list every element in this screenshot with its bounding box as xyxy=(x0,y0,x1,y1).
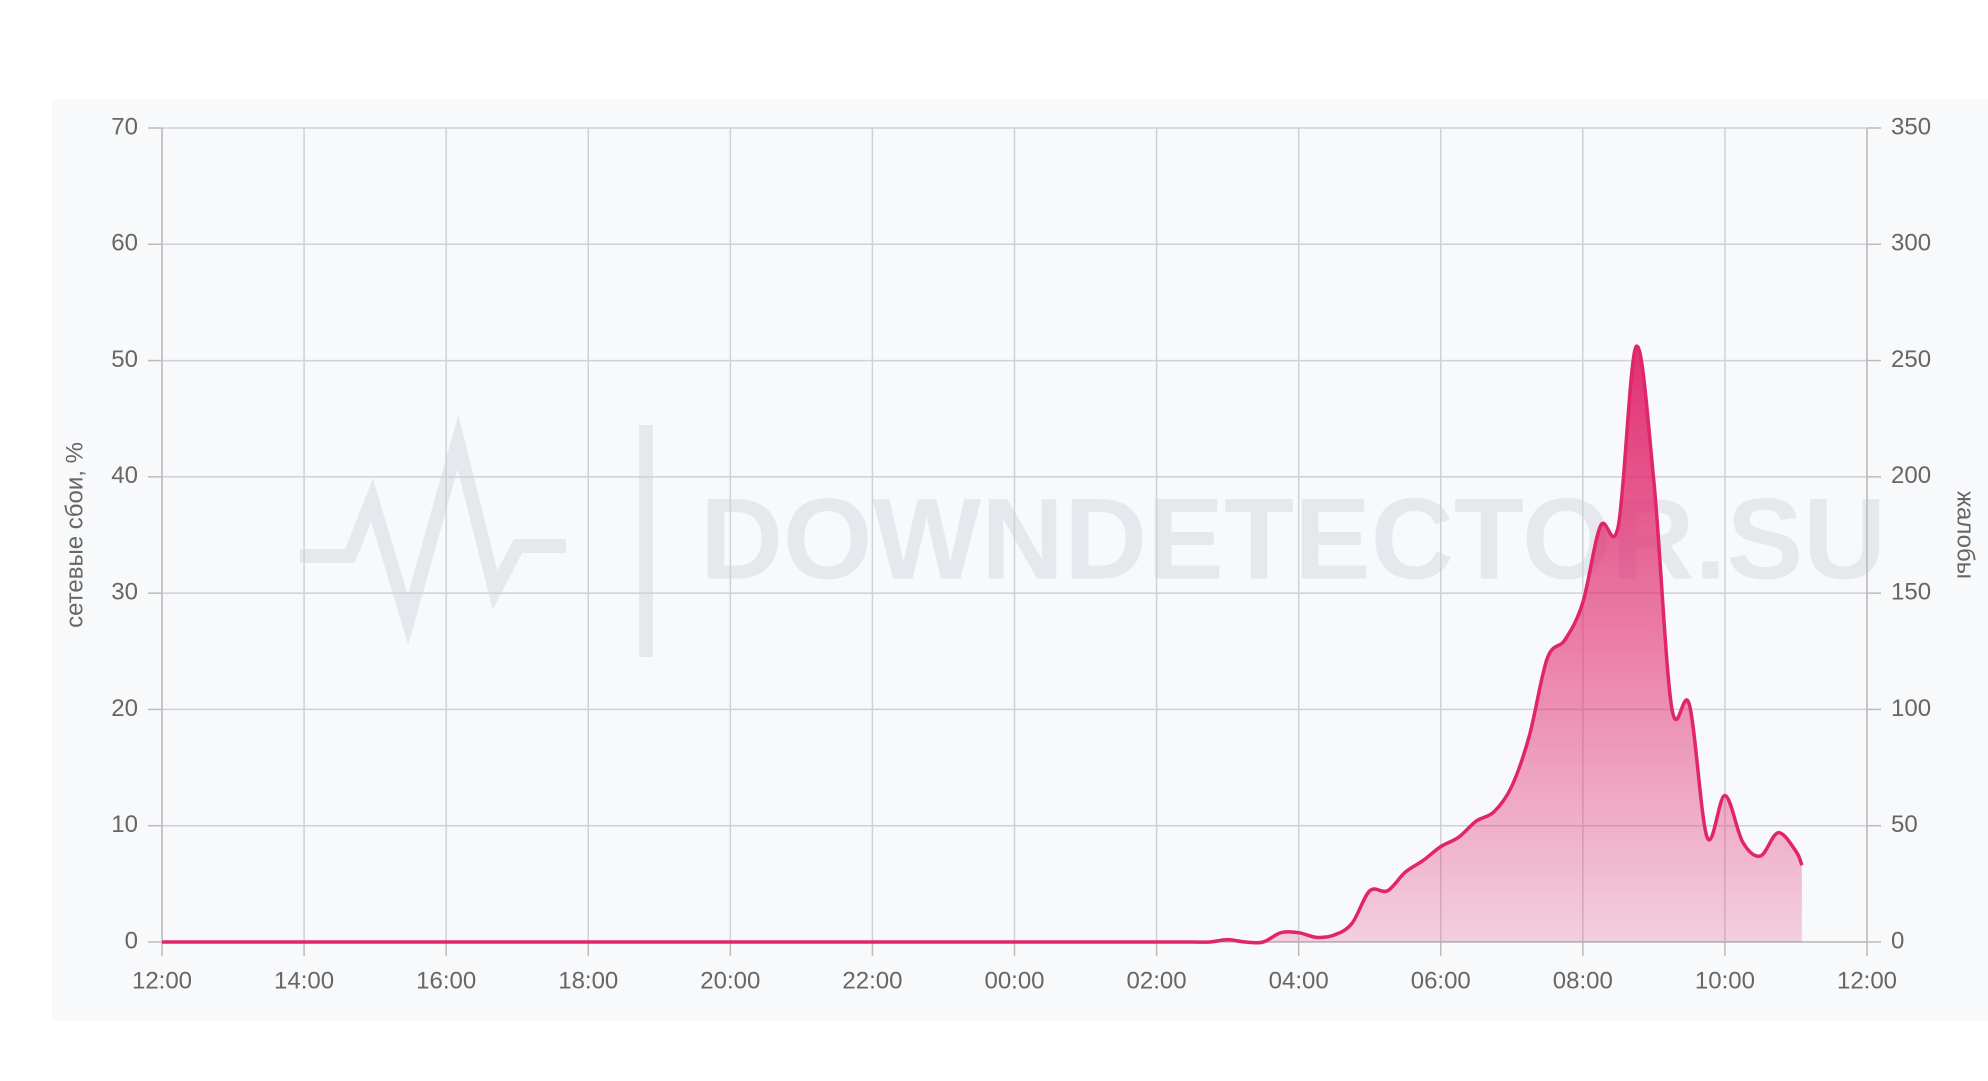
x-tick-label: 22:00 xyxy=(842,967,902,994)
y-tick-label: 10 xyxy=(111,811,138,838)
y2-tick-label: 100 xyxy=(1891,695,1931,722)
x-tick-label: 08:00 xyxy=(1553,967,1613,994)
x-tick-label: 18:00 xyxy=(558,967,618,994)
x-tick-label: 04:00 xyxy=(1269,967,1329,994)
y-tick-label: 70 xyxy=(111,113,138,140)
y-axis-label: сетевые сбои, % xyxy=(61,442,88,628)
y2-tick-label: 350 xyxy=(1891,113,1931,140)
watermark: DOWNDETECTOR.SU xyxy=(700,475,1886,603)
y-tick-label: 0 xyxy=(125,927,138,954)
y-tick-label: 60 xyxy=(111,230,138,257)
y2-tick-label: 0 xyxy=(1891,927,1904,954)
y2-tick-label: 250 xyxy=(1891,346,1931,373)
y-tick-label: 20 xyxy=(111,695,138,722)
y2-tick-label: 150 xyxy=(1891,578,1931,605)
x-tick-label: 16:00 xyxy=(416,967,476,994)
x-tick-label: 14:00 xyxy=(274,967,334,994)
y2-axis-label: жалобы xyxy=(1952,491,1979,579)
y-tick-label: 30 xyxy=(111,578,138,605)
x-tick-label: 10:00 xyxy=(1695,967,1755,994)
line xyxy=(162,344,1804,945)
x-tick-label: 12:00 xyxy=(1837,967,1897,994)
x-tick-label: 20:00 xyxy=(700,967,760,994)
x-tick-label: 06:00 xyxy=(1411,967,1471,994)
y-tick-label: 50 xyxy=(111,346,138,373)
y-tick-label: 40 xyxy=(111,462,138,489)
x-tick-label: 02:00 xyxy=(1127,967,1187,994)
x-tick-label: 12:00 xyxy=(132,967,192,994)
x-tick-label: 00:00 xyxy=(984,967,1044,994)
area-fill xyxy=(162,346,1802,943)
y2-tick-label: 50 xyxy=(1891,811,1918,838)
y2-tick-label: 200 xyxy=(1891,462,1931,489)
y2-tick-label: 300 xyxy=(1891,230,1931,257)
watermark-logo xyxy=(300,414,653,657)
